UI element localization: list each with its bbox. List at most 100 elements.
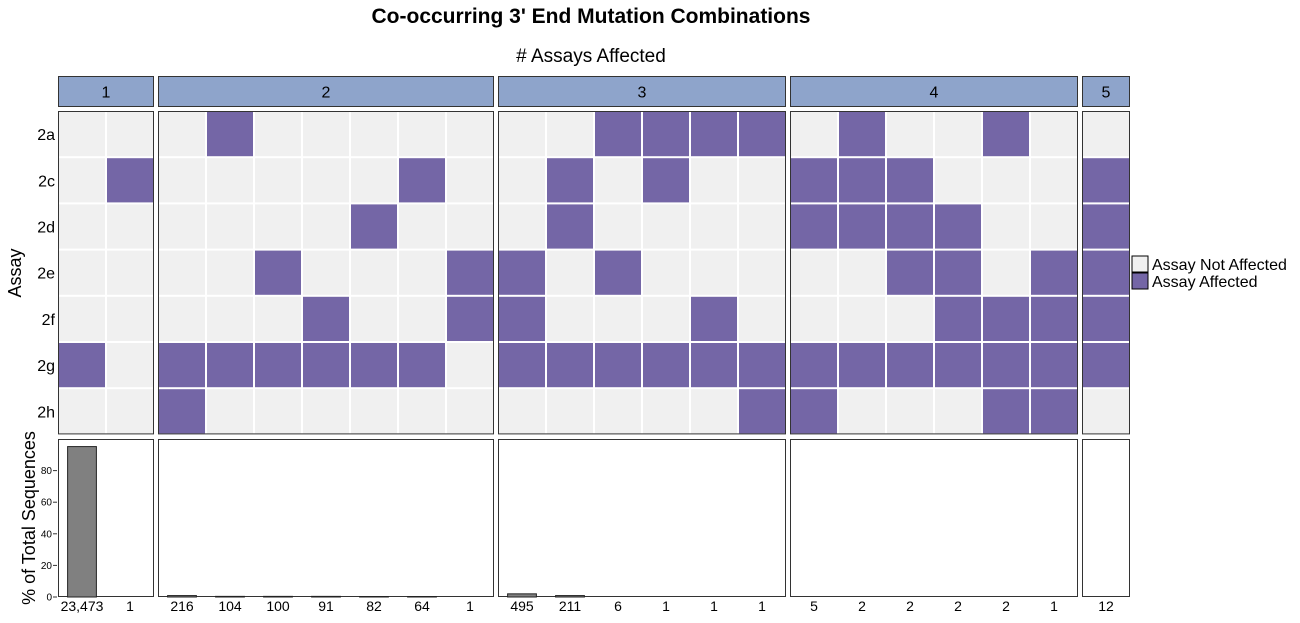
group-3-col-2-tile-2a-not-affected xyxy=(547,112,593,157)
group-4-col-1-tile-2g-affected xyxy=(791,343,837,388)
group-3-col-3-tile-2f-not-affected xyxy=(595,296,641,341)
group-2-col-5-tile-2g-affected xyxy=(351,343,397,388)
group-5-col-1-tile-2g-affected xyxy=(1083,343,1129,388)
group-1-col-1-tile-2g-affected xyxy=(59,343,105,388)
group-1-col-1-tile-2h-not-affected xyxy=(59,389,105,434)
group-2-col-3-tile-2a-not-affected xyxy=(255,112,301,157)
group-1-count-label-2: 1 xyxy=(126,598,134,614)
group-2-col-4-tile-2c-not-affected xyxy=(303,158,349,203)
group-3-col-4-tile-2c-affected xyxy=(643,158,689,203)
group-3-col-6-tile-2d-not-affected xyxy=(739,204,785,249)
group-4-col-2-tile-2g-affected xyxy=(839,343,885,388)
group-4-col-1-tile-2h-affected xyxy=(791,389,837,434)
group-2-col-4-tile-2d-not-affected xyxy=(303,204,349,249)
group-2-col-3-tile-2d-not-affected xyxy=(255,204,301,249)
group-3-col-1-tile-2a-not-affected xyxy=(499,112,545,157)
group-4-col-1-tile-2d-affected xyxy=(791,204,837,249)
group-2-count-label-4: 91 xyxy=(318,598,334,614)
group-3-strip-label: 3 xyxy=(638,85,647,102)
group-3-col-4-tile-2f-not-affected xyxy=(643,296,689,341)
group-2-col-1-tile-2h-affected xyxy=(159,389,205,434)
group-2-strip xyxy=(158,76,494,107)
group-3-col-1-tile-2f-affected xyxy=(499,296,545,341)
group-2-col-6-tile-2h-not-affected xyxy=(399,389,445,434)
group-2-col-7-tile-2f-affected xyxy=(447,296,493,341)
group-2-col-5-tile-2f-not-affected xyxy=(351,296,397,341)
group-3-col-1-tile-2h-not-affected xyxy=(499,389,545,434)
group-4-count-label-3: 2 xyxy=(906,598,914,614)
group-1-col-2-tile-2f-not-affected xyxy=(107,296,153,341)
group-3-col-3-tile-2a-affected xyxy=(595,112,641,157)
bar-ytick-60: 60 xyxy=(41,498,53,509)
group-4-count-label-1: 5 xyxy=(810,598,818,614)
group-2-bar-4 xyxy=(311,595,341,598)
group-4-col-6-tile-2h-affected xyxy=(1031,389,1077,434)
group-2-col-1-tile-2a-not-affected xyxy=(159,112,205,157)
chart-subtitle: # Assays Affected xyxy=(516,46,666,67)
group-3-col-1-tile-2g-affected xyxy=(499,343,545,388)
group-4-col-2-tile-2h-not-affected xyxy=(839,389,885,434)
group-5-col-1-tile-2a-not-affected xyxy=(1083,112,1129,157)
group-2-col-2-tile-2a-affected xyxy=(207,112,253,157)
group-4-col-6-tile-2e-affected xyxy=(1031,250,1077,295)
group-2-col-7-tile-2e-affected xyxy=(447,250,493,295)
group-3-col-6-tile-2f-not-affected xyxy=(739,296,785,341)
legend: Assay Not Affected Assay Affected xyxy=(1131,255,1287,291)
group-4-col-4-tile-2f-affected xyxy=(935,296,981,341)
group-2-strip-label: 2 xyxy=(322,85,331,102)
group-5-matrix-border xyxy=(1082,111,1130,435)
assay-label-2a: 2a xyxy=(37,127,55,144)
group-2-count-label-5: 82 xyxy=(366,598,382,614)
group-3-count-label-4: 1 xyxy=(662,598,670,614)
group-4-col-5-tile-2g-affected xyxy=(983,343,1029,388)
group-2-col-2-tile-2e-not-affected xyxy=(207,250,253,295)
group-2-col-3-tile-2g-affected xyxy=(255,343,301,388)
group-2-col-7-tile-2c-not-affected xyxy=(447,158,493,203)
group-2-col-1-tile-2f-not-affected xyxy=(159,296,205,341)
group-4-count-label-2: 2 xyxy=(858,598,866,614)
group-4-col-1-tile-2e-not-affected xyxy=(791,250,837,295)
group-4-col-6-tile-2a-not-affected xyxy=(1031,112,1077,157)
group-4-strip-label: 4 xyxy=(930,85,939,102)
group-2-col-6-tile-2e-not-affected xyxy=(399,250,445,295)
group-3-col-3-tile-2c-not-affected xyxy=(595,158,641,203)
group-3-col-2-tile-2h-not-affected xyxy=(547,389,593,434)
group-1-col-2-tile-2d-not-affected xyxy=(107,204,153,249)
group-4-col-5-tile-2d-not-affected xyxy=(983,204,1029,249)
assay-label-2d: 2d xyxy=(37,220,55,237)
group-3-col-5-tile-2e-not-affected xyxy=(691,250,737,295)
group-3-col-6-tile-2g-affected xyxy=(739,343,785,388)
group-3-col-4-tile-2a-affected xyxy=(643,112,689,157)
group-5-col-1-tile-2f-affected xyxy=(1083,296,1129,341)
group-4-col-5-tile-2a-affected xyxy=(983,112,1029,157)
group-2-col-5-tile-2c-not-affected xyxy=(351,158,397,203)
group-1-col-1-tile-2f-not-affected xyxy=(59,296,105,341)
group-4-col-4-tile-2a-not-affected xyxy=(935,112,981,157)
group-2-col-2-tile-2h-not-affected xyxy=(207,389,253,434)
group-2-bar-3 xyxy=(263,595,293,598)
group-3-count-label-2: 211 xyxy=(559,598,582,614)
group-3-col-1-tile-2e-affected xyxy=(499,250,545,295)
group-3-count-label-1: 495 xyxy=(510,598,534,614)
group-2-col-7-tile-2d-not-affected xyxy=(447,204,493,249)
group-2-col-7-tile-2h-not-affected xyxy=(447,389,493,434)
group-2-col-5-tile-2e-not-affected xyxy=(351,250,397,295)
group-4-col-3-tile-2d-affected xyxy=(887,204,933,249)
group-2-col-6-tile-2d-not-affected xyxy=(399,204,445,249)
group-3-col-4-tile-2e-not-affected xyxy=(643,250,689,295)
group-3-matrix-border xyxy=(498,111,786,435)
group-4-col-5-tile-2h-affected xyxy=(983,389,1029,434)
group-3-count-label-5: 1 xyxy=(710,598,718,614)
group-4-strip xyxy=(790,76,1078,107)
group-2-col-6-tile-2a-not-affected xyxy=(399,112,445,157)
group-2-col-2-tile-2g-affected xyxy=(207,343,253,388)
assay-label-2g: 2g xyxy=(37,358,55,375)
group-3-bar-panel xyxy=(498,439,786,597)
group-2-col-4-tile-2a-not-affected xyxy=(303,112,349,157)
group-3-col-4-tile-2d-not-affected xyxy=(643,204,689,249)
group-1-col-1-tile-2c-not-affected xyxy=(59,158,105,203)
group-1-col-2-tile-2h-not-affected xyxy=(107,389,153,434)
group-3-col-5-tile-2g-affected xyxy=(691,343,737,388)
group-5-col-1-tile-2c-affected xyxy=(1083,158,1129,203)
